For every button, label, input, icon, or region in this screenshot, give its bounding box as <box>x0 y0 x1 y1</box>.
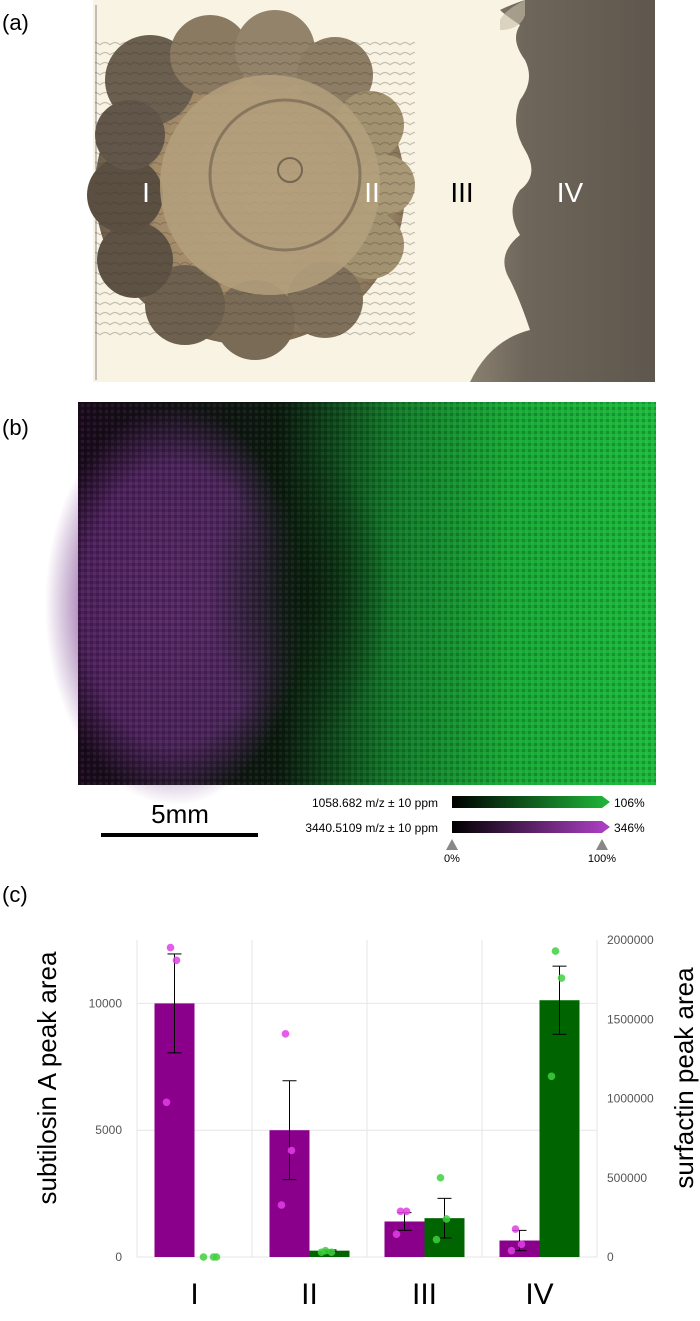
y-axis-label-left: subtilosin A peak area <box>32 951 62 1204</box>
data-point <box>317 1248 326 1257</box>
data-point <box>402 1207 411 1216</box>
legend-bar-green <box>452 796 610 808</box>
data-point <box>392 1230 401 1238</box>
panel-a-label: (a) <box>2 10 29 35</box>
y-tick-right: 1000000 <box>607 1092 654 1106</box>
legend-mz-subtilosin: 3440.5109 m/z ± 10 ppm <box>305 821 438 835</box>
maldi-image: 5mm 1058.682 m/z ± 10 ppm 106% 3440.5109… <box>45 402 656 865</box>
data-point <box>199 1253 208 1261</box>
data-point <box>517 1240 526 1249</box>
y-tick-left: 5000 <box>95 1123 122 1137</box>
panel-a: (a) <box>0 0 700 385</box>
data-point <box>436 1173 445 1182</box>
legend-mz-surfactin: 1058.682 m/z ± 10 ppm <box>312 796 438 810</box>
y-tick-left: 0 <box>115 1250 122 1264</box>
data-point <box>551 947 560 955</box>
legend-min-label: 0% <box>444 853 460 865</box>
data-point <box>396 1207 405 1216</box>
data-point <box>547 1072 556 1081</box>
x-tick-label: II <box>301 1278 318 1311</box>
legend-bar-purple <box>452 821 610 833</box>
legend-max-surfactin: 106% <box>614 796 645 810</box>
data-point <box>209 1253 218 1261</box>
y-tick-left: 10000 <box>89 996 123 1010</box>
y-tick-right: 0 <box>607 1250 614 1264</box>
colony-main <box>87 10 415 360</box>
min-marker-icon <box>446 839 458 850</box>
data-point <box>287 1146 296 1155</box>
colony-right <box>470 0 655 382</box>
data-point <box>442 1215 451 1223</box>
panel-c-label: (c) <box>2 882 28 907</box>
legend-max-label: 100% <box>588 853 616 865</box>
colony-photo: I II III IV <box>87 0 655 382</box>
data-point <box>557 974 566 982</box>
data-point <box>327 1248 336 1257</box>
x-tick-label: IV <box>525 1278 553 1311</box>
data-point <box>432 1235 441 1244</box>
scale-bar <box>101 833 258 837</box>
max-marker-icon <box>596 839 608 850</box>
data-point <box>277 1201 286 1209</box>
chart-bars <box>154 1000 580 1257</box>
y-tick-right: 500000 <box>607 1171 647 1185</box>
data-point <box>172 956 181 965</box>
y-tick-right: 2000000 <box>607 933 654 947</box>
panel-b-label: (b) <box>2 415 29 440</box>
bar-right-IV <box>539 1000 580 1257</box>
data-point <box>166 943 175 952</box>
region-label-iv: IV <box>557 177 584 208</box>
x-tick-label: I <box>190 1278 198 1311</box>
x-tick-label: III <box>412 1278 437 1311</box>
scale-bar-label: 5mm <box>151 799 209 829</box>
chart-grid <box>136 940 598 1258</box>
data-point <box>507 1246 516 1255</box>
legend-max-subtilosin: 346% <box>614 821 645 835</box>
data-point <box>162 1098 171 1107</box>
region-label-iii: III <box>450 177 473 208</box>
panel-c: (c) 0 5000 10000 0 500000 1000000 1500000 20000… <box>0 880 700 1321</box>
y-tick-right: 1500000 <box>607 1012 654 1026</box>
region-label-i: I <box>142 177 150 208</box>
chart-points <box>162 943 566 1261</box>
y-axis-label-right: surfactin peak area <box>669 967 699 1189</box>
data-point <box>511 1225 520 1233</box>
region-label-ii: II <box>364 177 380 208</box>
data-point <box>281 1030 290 1038</box>
panel-b: (b) <box>0 395 700 875</box>
